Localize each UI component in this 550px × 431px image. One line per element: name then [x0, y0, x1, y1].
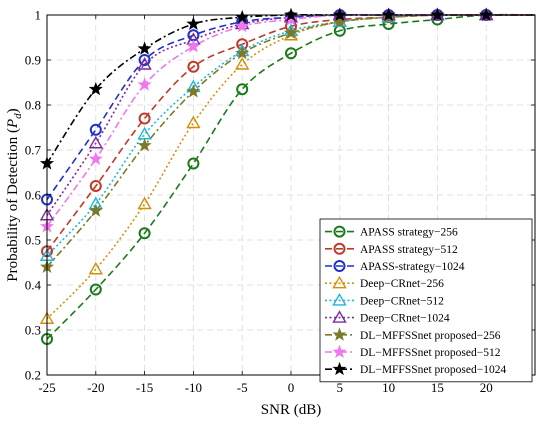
tick-labels: -25 -20 -15 -10 -5 0 5 10 15 20 0.2 0.3 0.4 0.5 0.6 0.7… — [25, 8, 493, 396]
legend-label: DL−MFFSSnet proposed−1024 — [360, 364, 506, 376]
legend-marker — [332, 275, 347, 289]
data-point-s7 — [283, 25, 299, 39]
x-axis-label: SNR (dB) — [261, 402, 321, 418]
data-point-s8 — [235, 18, 250, 33]
y-tick-label: 0.3 — [25, 323, 41, 338]
data-point-s1 — [138, 227, 151, 240]
y-tick-label: 0.2 — [25, 368, 41, 383]
y-axis-label: Probability of Detection (Pd) — [5, 108, 24, 281]
y-tick-label: 0.9 — [25, 53, 41, 68]
y-tick-label: 0.8 — [25, 98, 41, 113]
y-tick-label: 0.7 — [25, 143, 42, 158]
y-tick-label: 0.5 — [25, 233, 41, 248]
data-point-s7 — [186, 84, 201, 98]
series-line-8 — [46, 13, 535, 227]
legend-item: APASS strategy−256 — [325, 225, 458, 239]
legend-item: DL−MFFSSnet proposed−256 — [325, 327, 501, 342]
x-tick-label: -20 — [87, 380, 104, 395]
legend-label: APASS-strategy−1024 — [360, 261, 465, 273]
data-point-s6 — [88, 135, 104, 149]
legend-item: APASS strategy−512 — [325, 242, 458, 256]
data-point-s4 — [186, 115, 201, 129]
legend-marker — [332, 344, 347, 358]
data-point-s8 — [137, 77, 152, 91]
legend-item: DL−MFFSSnet proposed−1024 — [325, 361, 506, 376]
data-point-s4 — [137, 196, 152, 210]
x-tick-label: 10 — [382, 380, 395, 395]
data-point-s7 — [235, 45, 250, 60]
series-line-1 — [46, 13, 536, 340]
x-tick-label: 0 — [288, 380, 295, 395]
legend-label: APASS strategy−512 — [360, 244, 458, 256]
x-tick-label: -5 — [237, 380, 248, 395]
data-point-s1 — [187, 157, 200, 170]
data-point-s9 — [88, 81, 103, 96]
x-tick-label: 15 — [431, 380, 444, 395]
y-axis-label-main: Probability of Detection ( — [5, 128, 21, 282]
data-point-s4 — [234, 57, 250, 70]
y-tick-label: 0.6 — [25, 188, 42, 203]
legend-marker — [333, 225, 346, 238]
y-tick-label: 0.4 — [25, 278, 42, 293]
legend-marker — [333, 260, 346, 272]
data-point-s3 — [89, 123, 102, 136]
data-point-s2 — [187, 60, 200, 73]
legend-item: Deep−CRnet−256 — [325, 275, 444, 290]
x-tick-label: -15 — [136, 380, 153, 395]
legend-box — [319, 218, 533, 383]
data-point-s2 — [89, 180, 102, 192]
legend-marker — [332, 292, 347, 306]
legend-marker — [333, 242, 346, 255]
data-point-s7 — [137, 138, 152, 152]
data-point-s9 — [137, 41, 152, 55]
data-point-s4 — [88, 261, 104, 275]
data-point-s9 — [186, 16, 201, 30]
data-point-s6 — [137, 57, 152, 70]
legend: APASS strategy−256 APASS strategy−512 APAS… — [319, 218, 533, 383]
x-tick-label: -25 — [38, 380, 55, 395]
y-axis-label-subscript: d — [12, 113, 24, 119]
legend-label: Deep−CRnet−512 — [360, 295, 444, 307]
data-point-s7 — [88, 203, 103, 217]
legend-label: Deep−CRnet−1024 — [360, 313, 450, 325]
data-point-s1 — [89, 283, 102, 296]
x-tick-label: -10 — [185, 380, 202, 395]
legend-label: APASS strategy−256 — [360, 227, 458, 239]
legend-marker — [332, 310, 347, 323]
legend-item: Deep−CRnet−512 — [325, 292, 444, 307]
x-tick-label: 20 — [480, 380, 493, 395]
legend-label: DL−MFFSSnet proposed−256 — [360, 330, 501, 342]
y-axis-label-close: ) — [5, 108, 21, 113]
legend-marker — [332, 327, 347, 341]
x-tick-label: 5 — [337, 380, 344, 395]
data-point-s1 — [236, 83, 249, 96]
y-tick-label: 1 — [35, 8, 42, 23]
legend-label: DL−MFFSSnet proposed−512 — [360, 347, 501, 359]
legend-item: Deep−CRnet−1024 — [325, 310, 450, 325]
y-axis-label-symbol: P — [5, 119, 21, 129]
legend-item: APASS-strategy−1024 — [325, 260, 465, 273]
data-point-s8 — [186, 39, 201, 53]
legend-item: DL−MFFSSnet proposed−512 — [325, 344, 501, 359]
legend-label: Deep−CRnet−256 — [360, 278, 444, 290]
data-point-s3 — [138, 54, 151, 66]
data-point-s8 — [88, 151, 103, 165]
data-point-s2 — [138, 112, 151, 125]
data-point-s1 — [285, 47, 297, 60]
legend-marker — [332, 361, 347, 376]
data-point-s7 — [332, 14, 347, 28]
